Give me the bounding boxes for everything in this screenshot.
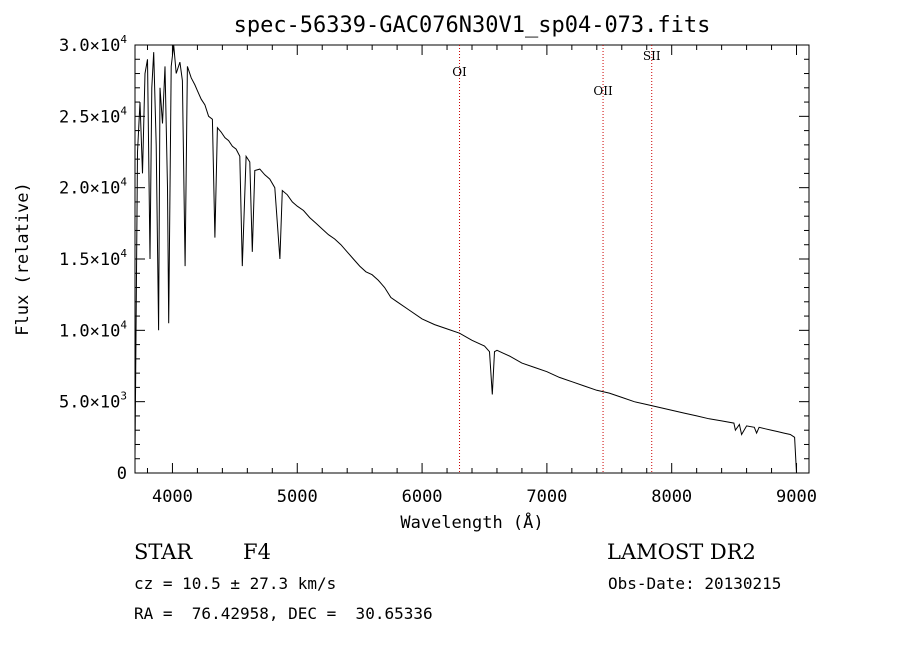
spectral-line-label: OI <box>452 65 467 79</box>
y-axis-label: Flux (relative) <box>13 182 33 336</box>
chart-title: spec-56339-GAC076N30V1_sp04-073.fits <box>234 13 711 38</box>
spectral-line-label: SII <box>643 49 661 63</box>
plot-frame <box>134 44 810 474</box>
y-tick-label: 2.0×104 <box>59 176 127 199</box>
y-tick-label: 0 <box>117 464 127 484</box>
y-tick-label: 1.0×104 <box>59 318 127 341</box>
obs-date: Obs-Date: 20130215 <box>608 574 782 593</box>
x-tick-label: 5000 <box>277 487 318 507</box>
y-tick-label: 2.5×104 <box>59 104 127 127</box>
spectral-line-markers: OI OII SII <box>452 45 661 473</box>
object-type: STAR <box>134 540 193 564</box>
x-axis-label: Wavelength (Å) <box>400 511 543 533</box>
y-tick-label: 3.0×104 <box>59 33 127 56</box>
x-tick-label: 9000 <box>776 487 817 507</box>
x-tick-label: 4000 <box>152 487 193 507</box>
x-tick-label: 6000 <box>402 487 443 507</box>
x-tick-label: 8000 <box>651 487 692 507</box>
redshift-cz: cz = 10.5 ± 27.3 km/s <box>134 574 337 593</box>
y-tick-label: 5.0×103 <box>59 390 127 413</box>
spectral-line-label: OII <box>593 84 613 98</box>
subclass: F4 <box>243 540 271 564</box>
y-axis: 0 5.0×103 1.0×104 1.5×104 2.0×104 2.5×104 3.0×… <box>59 33 809 484</box>
x-axis: 4000 5000 6000 7000 8000 9000 <box>146 45 817 507</box>
coordinates: RA = 76.42958, DEC = 30.65336 <box>134 604 433 623</box>
y-tick-label: 1.5×104 <box>59 247 127 270</box>
spectrum-line <box>134 44 797 474</box>
x-tick-label: 7000 <box>526 487 567 507</box>
survey-name: LAMOST DR2 <box>607 540 756 564</box>
